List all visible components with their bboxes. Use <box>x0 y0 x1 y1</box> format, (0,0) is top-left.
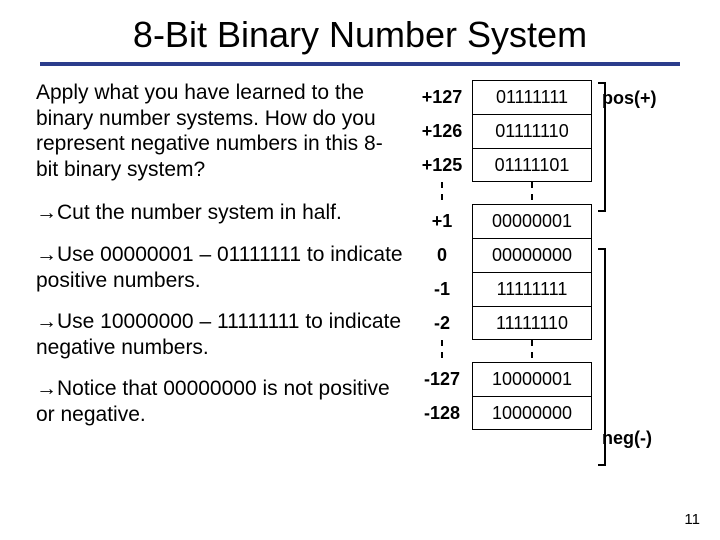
arrow-icon: → <box>36 310 57 333</box>
table-row: -1 11111111 <box>412 272 692 306</box>
ellipsis-row <box>412 182 692 204</box>
binary-value: 10000001 <box>472 362 592 396</box>
decimal-value: +127 <box>412 87 472 108</box>
brace-negative <box>594 248 606 466</box>
decimal-value: -1 <box>412 279 472 300</box>
binary-value: 01111111 <box>472 80 592 114</box>
binary-value: 01111110 <box>472 114 592 148</box>
bullet-text: Notice that 00000000 is not positive or … <box>36 377 390 426</box>
decimal-value: -2 <box>412 313 472 334</box>
negative-label: neg(-) <box>602 428 672 449</box>
arrow-icon: → <box>36 201 57 224</box>
decimal-value: -127 <box>412 369 472 390</box>
decimal-value: 0 <box>412 245 472 266</box>
bullet-1: →Cut the number system in half. <box>36 200 404 226</box>
content-area: Apply what you have learned to the binar… <box>0 80 720 444</box>
table-row: -128 10000000 <box>412 396 692 430</box>
vertical-dots-icon <box>531 182 533 200</box>
vertical-dots-icon <box>531 340 533 358</box>
page-title: 8-Bit Binary Number System <box>0 0 720 62</box>
binary-value: 00000001 <box>472 204 592 238</box>
bullet-text: Cut the number system in half. <box>57 201 342 224</box>
table-row: -2 11111110 <box>412 306 692 340</box>
arrow-icon: → <box>36 377 57 400</box>
table-row: +126 01111110 <box>412 114 692 148</box>
title-underline <box>40 62 680 66</box>
arrow-icon: → <box>36 243 57 266</box>
table-row: 0 00000000 <box>412 238 692 272</box>
ellipsis-row <box>412 340 692 362</box>
positive-label: pos(+) <box>602 88 672 109</box>
brace-positive <box>594 82 606 212</box>
binary-value: 10000000 <box>472 396 592 430</box>
binary-value: 11111110 <box>472 306 592 340</box>
bullet-text: Use 10000000 – 11111111 to indicate nega… <box>36 310 401 359</box>
decimal-value: +1 <box>412 211 472 232</box>
page-number: 11 <box>684 511 700 528</box>
table-row: +1 00000001 <box>412 204 692 238</box>
vertical-dots-icon <box>441 340 443 358</box>
vertical-dots-icon <box>441 182 443 200</box>
table-row: +125 01111101 <box>412 148 692 182</box>
bullet-3: →Use 10000000 – 11111111 to indicate neg… <box>36 309 404 360</box>
decimal-value: -128 <box>412 403 472 424</box>
intro-paragraph: Apply what you have learned to the binar… <box>36 80 404 182</box>
bullet-text: Use 00000001 – 01111111 to indicate posi… <box>36 243 403 292</box>
binary-value: 00000000 <box>472 238 592 272</box>
text-column: Apply what you have learned to the binar… <box>36 80 412 444</box>
bullet-2: →Use 00000001 – 01111111 to indicate pos… <box>36 242 404 293</box>
binary-value: 11111111 <box>472 272 592 306</box>
binary-value: 01111101 <box>472 148 592 182</box>
decimal-value: +125 <box>412 155 472 176</box>
decimal-value: +126 <box>412 121 472 142</box>
table-row: -127 10000001 <box>412 362 692 396</box>
bullet-4: →Notice that 00000000 is not positive or… <box>36 376 404 427</box>
binary-table: pos(+) neg(-) +127 01111111 +126 0111111… <box>412 80 692 444</box>
